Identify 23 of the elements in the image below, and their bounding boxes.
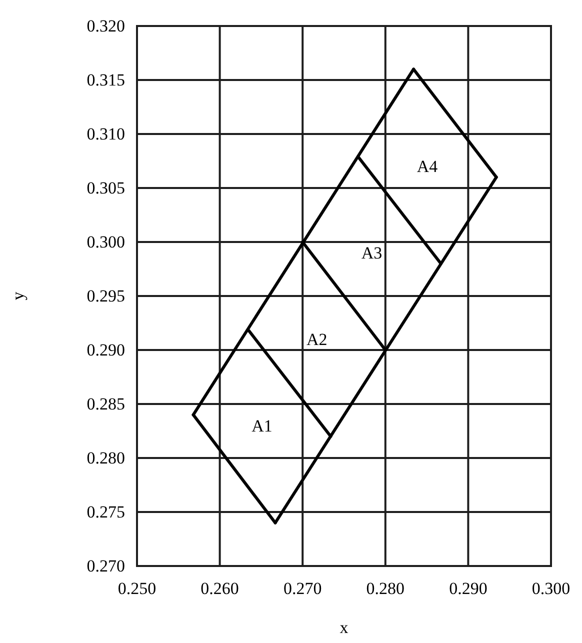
x-tick-label: 0.300 (532, 579, 570, 598)
x-tick-label: 0.250 (118, 579, 156, 598)
x-tick-label: 0.290 (449, 579, 488, 598)
annotation: A3 (361, 244, 382, 263)
x-tick-label: 0.270 (283, 579, 322, 598)
y-tick-label: 0.315 (86, 70, 125, 90)
y-tick-label: 0.300 (86, 232, 125, 252)
y-tick-label: 0.310 (86, 124, 125, 144)
y-tick-label: 0.320 (86, 16, 125, 36)
annotation: A2 (306, 330, 328, 350)
y-axis-title: y (8, 291, 28, 300)
annotation: A4 (416, 157, 438, 176)
x-tick-label: 0.260 (200, 579, 239, 598)
y-tick-label: 0.290 (86, 340, 125, 360)
y-tick-label: 0.295 (86, 286, 125, 306)
annotation: A1 (252, 416, 272, 436)
y-tick-label: 0.305 (86, 178, 125, 198)
x-axis-title: x (340, 618, 349, 637)
y-tick-label: 0.285 (86, 394, 125, 414)
y-tick-label: 0.275 (86, 502, 125, 522)
y-tick-label: 0.270 (86, 556, 125, 576)
y-tick-label: 0.280 (86, 448, 125, 468)
x-tick-label: 0.280 (366, 579, 405, 598)
